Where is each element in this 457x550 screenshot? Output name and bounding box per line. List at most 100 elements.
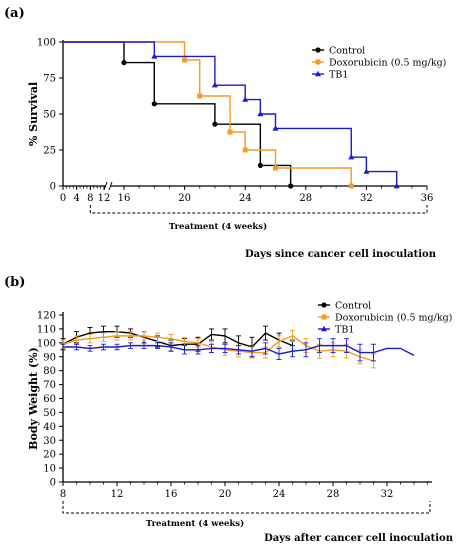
survival-point-control [151,101,157,107]
body-weight-x-tick-label: 8 [60,489,66,500]
legend-marker [321,302,327,308]
legend-marker [315,59,321,65]
survival-point-doxorubicin-0-5-mg-kg [348,183,354,189]
survival-point-tb1 [211,82,218,88]
survival-point-tb1 [242,96,249,102]
body-weight-x-axis-label: Days after cancer cell inoculation [264,533,454,544]
survival-point-doxorubicin-0-5-mg-kg [182,57,188,63]
legend-item-tb1: TB1 [318,324,354,335]
survival-series-doxorubicin-0-5-mg-kg [63,41,354,189]
legend-item-tb1: TB1 [312,69,348,80]
survival-series-control [63,41,294,189]
survival-point-tb1 [151,53,158,59]
survival-axis-break-mark [108,181,113,191]
body-weight-treatment-bracket [62,501,431,514]
survival-y-tick-label: 25 [43,146,56,157]
panel-label-a: (a) [4,6,25,21]
body-weight-axes: 0 10 20 30 40 50 60 70 80 90 100 110 120 8 12 16 20 24 28 3… [37,311,432,514]
panel-label-b: (b) [4,275,25,290]
survival-x-tick-label: 24 [239,193,252,204]
survival-x-tick-label: 20 [178,193,191,204]
survival-x-tick-label: 4 [73,193,79,204]
survival-point-control [212,121,218,127]
legend-label: Doxorubicin (0.5 mg/kg) [335,312,452,323]
legend-item-control: Control [318,300,371,311]
legend-label: TB1 [329,69,348,80]
survival-treatment-bracket [89,205,428,214]
body-weight-y-tick-label: 20 [43,450,56,461]
legend-label: Control [335,300,371,311]
body-weight-y-tick-label: 50 [43,408,56,419]
survival-point-tb1 [363,168,370,174]
survival-x-tick-label: 36 [421,193,434,204]
body-weight-y-tick-label: 120 [37,311,56,322]
body-weight-x-tick-label: 20 [219,489,232,500]
body-weight-y-tick-label: 10 [43,464,56,475]
body-weight-y-axis-label: Body Weight (%) [27,347,40,450]
body-weight-series [60,325,415,369]
body-weight-x-tick-label: 16 [165,489,178,500]
body-weight-y-tick-label: 30 [43,436,56,447]
survival-point-doxorubicin-0-5-mg-kg [273,165,278,171]
survival-point-tb1 [348,154,355,160]
legend-marker [321,314,327,320]
survival-point-doxorubicin-0-5-mg-kg [197,93,203,99]
survival-y-tick-label: 0 [50,182,56,193]
survival-x-tick-label: 16 [118,193,131,204]
survival-point-control [288,183,294,189]
legend-label: Doxorubicin (0.5 mg/kg) [329,57,446,68]
body-weight-x-tick-label: 12 [111,489,124,500]
survival-x-tick-label: 0 [60,193,66,204]
survival-y-tick-label: 50 [43,110,56,121]
body-weight-x-tick-label: 24 [273,489,286,500]
survival-x-tick-label: 28 [299,193,312,204]
legend-marker [315,47,321,53]
survival-point-tb1 [272,125,279,131]
survival-point-tb1 [257,110,264,117]
legend-item-doxorubicin-0-5-mg-kg: Doxorubicin (0.5 mg/kg) [318,312,452,323]
body-weight-y-tick-label: 70 [43,380,56,391]
body-weight-y-tick-label: 80 [43,366,56,377]
body-weight-series-tb1 [60,338,415,362]
legend-item-doxorubicin-0-5-mg-kg: Doxorubicin (0.5 mg/kg) [312,57,446,68]
body-weight-x-tick-label: 32 [381,489,394,500]
legend-marker [315,70,321,77]
survival-treatment-label: Treatment (4 weeks) [169,221,267,232]
survival-series-tb1 [63,41,400,189]
survival-line-control [63,41,292,186]
legend-marker [321,325,327,332]
survival-point-doxorubicin-0-5-mg-kg [227,129,233,135]
legend-label: Control [329,45,365,56]
survival-x-tick-label: 8 [87,193,93,204]
survival-point-tb1 [393,182,400,189]
body-weight-x-tick-label: 28 [327,489,340,500]
survival-y-axis-label: % Survival [27,82,40,146]
body-weight-y-tick-label: 60 [43,394,56,405]
legend-label: TB1 [335,324,354,335]
survival-x-tick-label: 32 [360,193,373,204]
body-weight-line-control [62,331,293,348]
body-weight-line-tb1 [63,344,415,356]
body-weight-chart: (b) 0 10 20 30 40 50 60 70 80 90 100 110 120 8 12 16 20 2… [4,275,454,544]
body-weight-y-tick-label: 0 [50,478,56,489]
body-weight-y-tick-label: 40 [43,422,56,433]
survival-point-control [257,162,263,169]
survival-point-control [121,59,127,66]
survival-x-tick-label: 12 [98,193,111,204]
survival-y-tick-label: 100 [37,38,56,49]
body-weight-y-tick-label: 100 [37,338,56,349]
body-weight-y-tick-label: 110 [37,324,56,335]
survival-series [63,41,400,189]
survival-point-doxorubicin-0-5-mg-kg [242,147,248,153]
body-weight-treatment-label: Treatment (4 weeks) [146,518,244,529]
body-weight-y-tick-label: 90 [43,352,56,363]
survival-x-axis-label: Days since cancer cell inoculation [245,249,437,260]
survival-line-doxorubicin-0-5-mg-kg [63,41,352,186]
legend-item-control: Control [312,45,365,56]
survival-y-tick-label: 75 [43,74,56,85]
